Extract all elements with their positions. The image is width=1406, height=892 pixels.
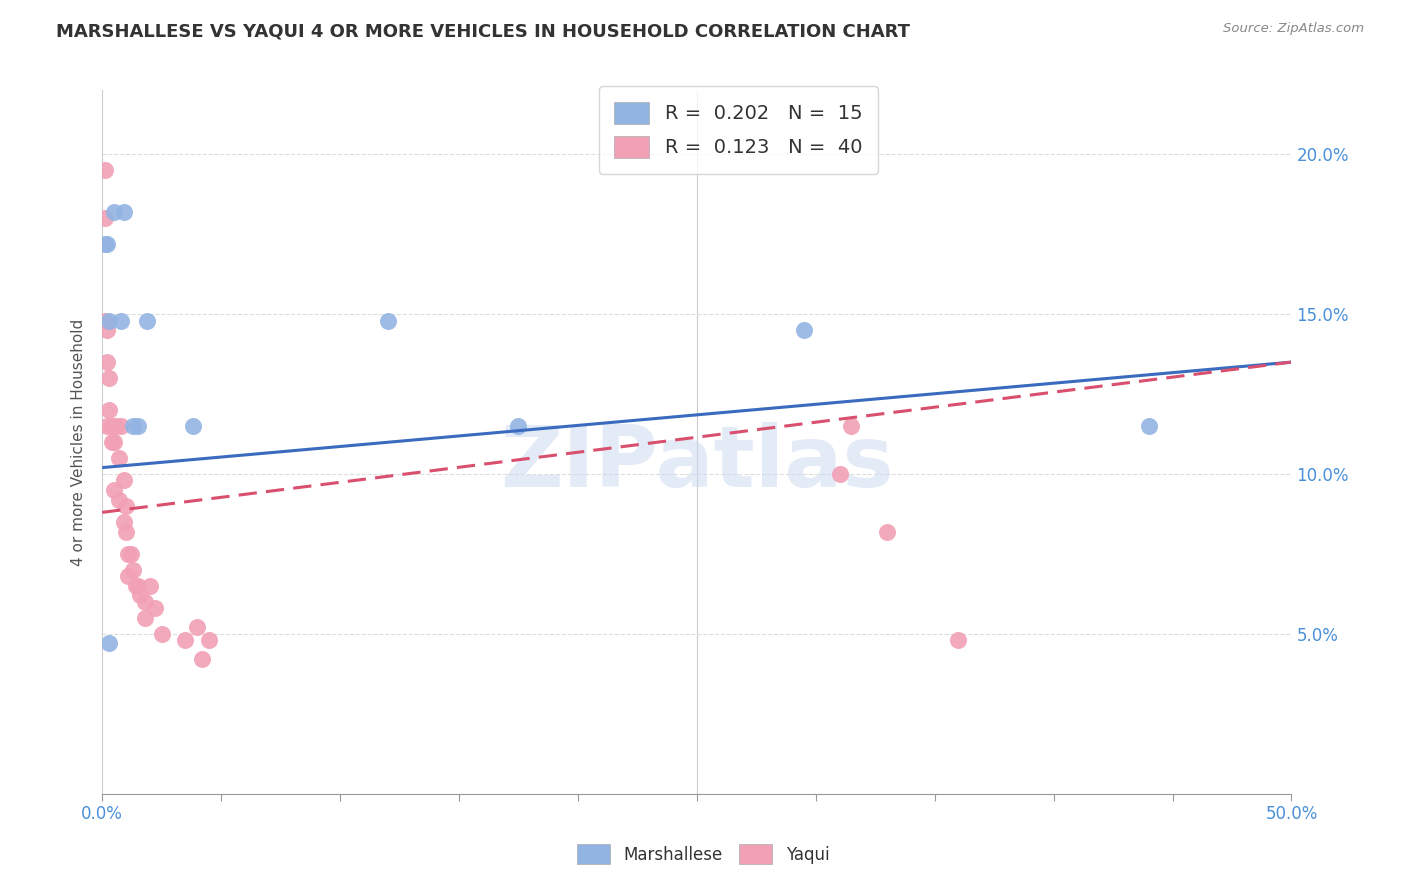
Point	[120, 547, 142, 561]
Point	[112, 515, 135, 529]
Point	[186, 620, 208, 634]
Point	[112, 474, 135, 488]
Point	[103, 483, 125, 497]
Point	[191, 652, 214, 666]
Point	[127, 579, 149, 593]
Text: MARSHALLESE VS YAQUI 4 OR MORE VEHICLES IN HOUSEHOLD CORRELATION CHART: MARSHALLESE VS YAQUI 4 OR MORE VEHICLES …	[56, 22, 910, 40]
Point	[828, 467, 851, 481]
Legend: R =  0.202   N =  15, R =  0.123   N =  40: R = 0.202 N = 15, R = 0.123 N = 40	[599, 86, 879, 174]
Point	[103, 435, 125, 450]
Point	[122, 419, 145, 434]
Point	[105, 419, 128, 434]
Point	[181, 419, 204, 434]
Point	[98, 403, 121, 417]
Legend: Marshallese, Yaqui: Marshallese, Yaqui	[569, 838, 837, 871]
Point	[129, 589, 152, 603]
Point	[793, 323, 815, 337]
Point	[174, 633, 197, 648]
Point	[115, 499, 138, 513]
Point	[127, 419, 149, 434]
Point	[117, 547, 139, 561]
Point	[108, 492, 131, 507]
Point	[115, 524, 138, 539]
Point	[93, 163, 115, 178]
Point	[198, 633, 221, 648]
Point	[98, 313, 121, 327]
Point	[134, 595, 156, 609]
Point	[103, 205, 125, 219]
Point	[100, 435, 122, 450]
Point	[112, 205, 135, 219]
Point	[96, 419, 118, 434]
Point	[96, 236, 118, 251]
Point	[100, 419, 122, 434]
Point	[377, 313, 399, 327]
Point	[96, 355, 118, 369]
Y-axis label: 4 or more Vehicles in Household: 4 or more Vehicles in Household	[72, 318, 86, 566]
Point	[134, 611, 156, 625]
Point	[948, 633, 970, 648]
Point	[122, 563, 145, 577]
Point	[110, 419, 132, 434]
Point	[841, 419, 863, 434]
Text: Source: ZipAtlas.com: Source: ZipAtlas.com	[1223, 22, 1364, 36]
Point	[124, 579, 146, 593]
Point	[96, 323, 118, 337]
Point	[98, 371, 121, 385]
Point	[93, 211, 115, 226]
Point	[508, 419, 530, 434]
Point	[143, 601, 166, 615]
Point	[117, 569, 139, 583]
Point	[98, 636, 121, 650]
Point	[108, 450, 131, 465]
Point	[139, 579, 162, 593]
Point	[110, 313, 132, 327]
Point	[876, 524, 898, 539]
Point	[1137, 419, 1160, 434]
Point	[150, 627, 173, 641]
Point	[93, 313, 115, 327]
Point	[136, 313, 159, 327]
Point	[93, 236, 115, 251]
Text: ZIPatlas: ZIPatlas	[501, 422, 894, 505]
